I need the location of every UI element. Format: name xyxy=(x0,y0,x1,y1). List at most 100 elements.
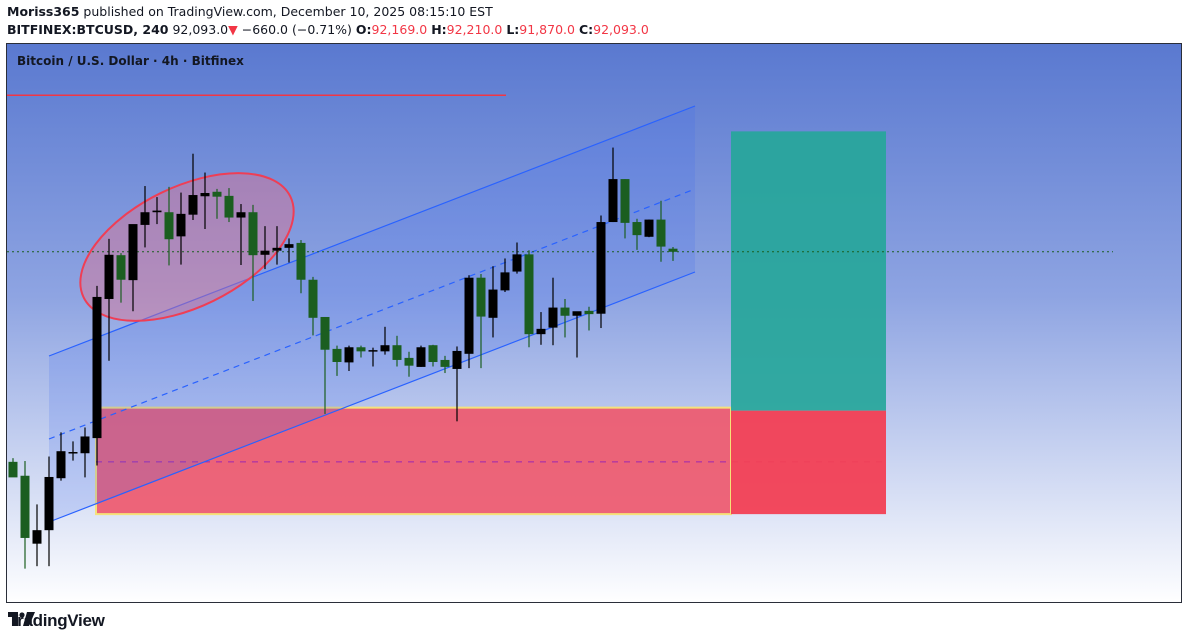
demand-zone xyxy=(95,406,732,516)
candle[interactable] xyxy=(272,226,282,265)
candle-body xyxy=(92,296,102,439)
candle-body xyxy=(476,277,486,317)
chart-pane[interactable]: Bitcoin / U.S. Dollar · 4h · Bitfinex xyxy=(6,43,1182,603)
candle[interactable] xyxy=(92,285,102,466)
candle[interactable] xyxy=(56,432,66,481)
candle[interactable] xyxy=(224,188,234,223)
tradingview-logo[interactable]: TradingView xyxy=(8,611,105,631)
candle[interactable] xyxy=(548,277,558,346)
candle[interactable] xyxy=(404,351,414,377)
candle[interactable] xyxy=(260,226,270,270)
candle-body xyxy=(164,212,174,240)
candle[interactable] xyxy=(344,345,354,371)
candle-body xyxy=(200,192,210,197)
candle-body xyxy=(464,277,474,354)
publish-info: Moriss365 published on TradingView.com, … xyxy=(7,4,493,19)
candle[interactable] xyxy=(32,504,42,567)
candle[interactable] xyxy=(656,200,666,262)
candle-body xyxy=(548,307,558,328)
candle[interactable] xyxy=(380,326,390,355)
candle[interactable] xyxy=(68,441,78,461)
candle-body xyxy=(572,311,582,316)
candle-body xyxy=(176,213,186,237)
price-change: −660.0 (−0.71%) xyxy=(241,22,352,37)
candle-body xyxy=(380,345,390,352)
candle-body xyxy=(608,179,618,223)
stop-zone[interactable] xyxy=(731,410,886,515)
price-chart[interactable] xyxy=(7,44,1182,603)
candle[interactable] xyxy=(8,458,18,478)
candle[interactable] xyxy=(20,461,30,569)
candle[interactable] xyxy=(320,316,330,414)
candle[interactable] xyxy=(560,298,570,338)
candle[interactable] xyxy=(152,197,162,225)
highlight-ellipse[interactable] xyxy=(57,143,316,352)
candle[interactable] xyxy=(308,276,318,336)
channel-upper-line[interactable] xyxy=(48,105,696,357)
candle[interactable] xyxy=(176,192,186,265)
candle[interactable] xyxy=(488,266,498,338)
channel-mid-line[interactable] xyxy=(48,188,696,440)
candle[interactable] xyxy=(500,258,510,293)
candle[interactable] xyxy=(512,242,522,274)
candle[interactable] xyxy=(44,456,54,567)
candle[interactable] xyxy=(368,347,378,367)
candle[interactable] xyxy=(392,335,402,367)
candle-body xyxy=(224,195,234,218)
candle[interactable] xyxy=(428,344,438,367)
candle[interactable] xyxy=(164,186,174,266)
close-value: 92,093.0 xyxy=(593,22,649,37)
candle[interactable] xyxy=(332,345,342,376)
chart-legend-title: Bitcoin / U.S. Dollar · 4h · Bitfinex xyxy=(17,54,244,68)
candle[interactable] xyxy=(440,355,450,374)
candle[interactable] xyxy=(608,147,618,223)
candle[interactable] xyxy=(236,204,246,266)
candle-body xyxy=(116,255,126,280)
candle[interactable] xyxy=(476,274,486,369)
candle-body xyxy=(584,310,594,315)
candle[interactable] xyxy=(536,312,546,345)
candle-body xyxy=(416,347,426,367)
candle-body xyxy=(32,530,42,544)
candle-body xyxy=(500,272,510,291)
candle[interactable] xyxy=(104,238,114,361)
candle[interactable] xyxy=(416,345,426,367)
low-label: L: xyxy=(506,22,520,37)
candle-body xyxy=(332,348,342,362)
author-name[interactable]: Moriss365 xyxy=(7,4,80,19)
candle-body xyxy=(296,242,306,280)
candle[interactable] xyxy=(452,346,462,422)
open-label: O: xyxy=(355,22,372,37)
candle[interactable] xyxy=(644,219,654,238)
candle[interactable] xyxy=(632,218,642,250)
candle[interactable] xyxy=(140,186,150,248)
candle-body xyxy=(620,179,630,223)
candle[interactable] xyxy=(296,240,306,294)
candle-body xyxy=(488,289,498,318)
candle-body xyxy=(452,350,462,369)
tradingview-logo-icon xyxy=(8,612,35,626)
target-zone[interactable] xyxy=(731,131,886,411)
candle[interactable] xyxy=(248,204,258,302)
candle-body xyxy=(596,222,606,314)
candle[interactable] xyxy=(668,247,678,261)
candle[interactable] xyxy=(572,311,582,358)
candle[interactable] xyxy=(116,253,126,303)
candle[interactable] xyxy=(212,188,222,219)
candle[interactable] xyxy=(200,172,210,230)
candle[interactable] xyxy=(584,306,594,331)
candle[interactable] xyxy=(464,275,474,369)
published-text: published on TradingView.com, December 1… xyxy=(79,4,493,19)
candle-body xyxy=(188,195,198,215)
candle[interactable] xyxy=(596,215,606,329)
candle-body xyxy=(668,248,678,252)
candle[interactable] xyxy=(356,345,366,358)
candle-body xyxy=(212,191,222,197)
candle[interactable] xyxy=(284,238,294,263)
candle[interactable] xyxy=(128,224,138,312)
candle-body xyxy=(632,222,642,236)
candle[interactable] xyxy=(620,179,630,239)
candle[interactable] xyxy=(188,153,198,220)
candle[interactable] xyxy=(524,250,534,348)
candle[interactable] xyxy=(80,427,90,478)
